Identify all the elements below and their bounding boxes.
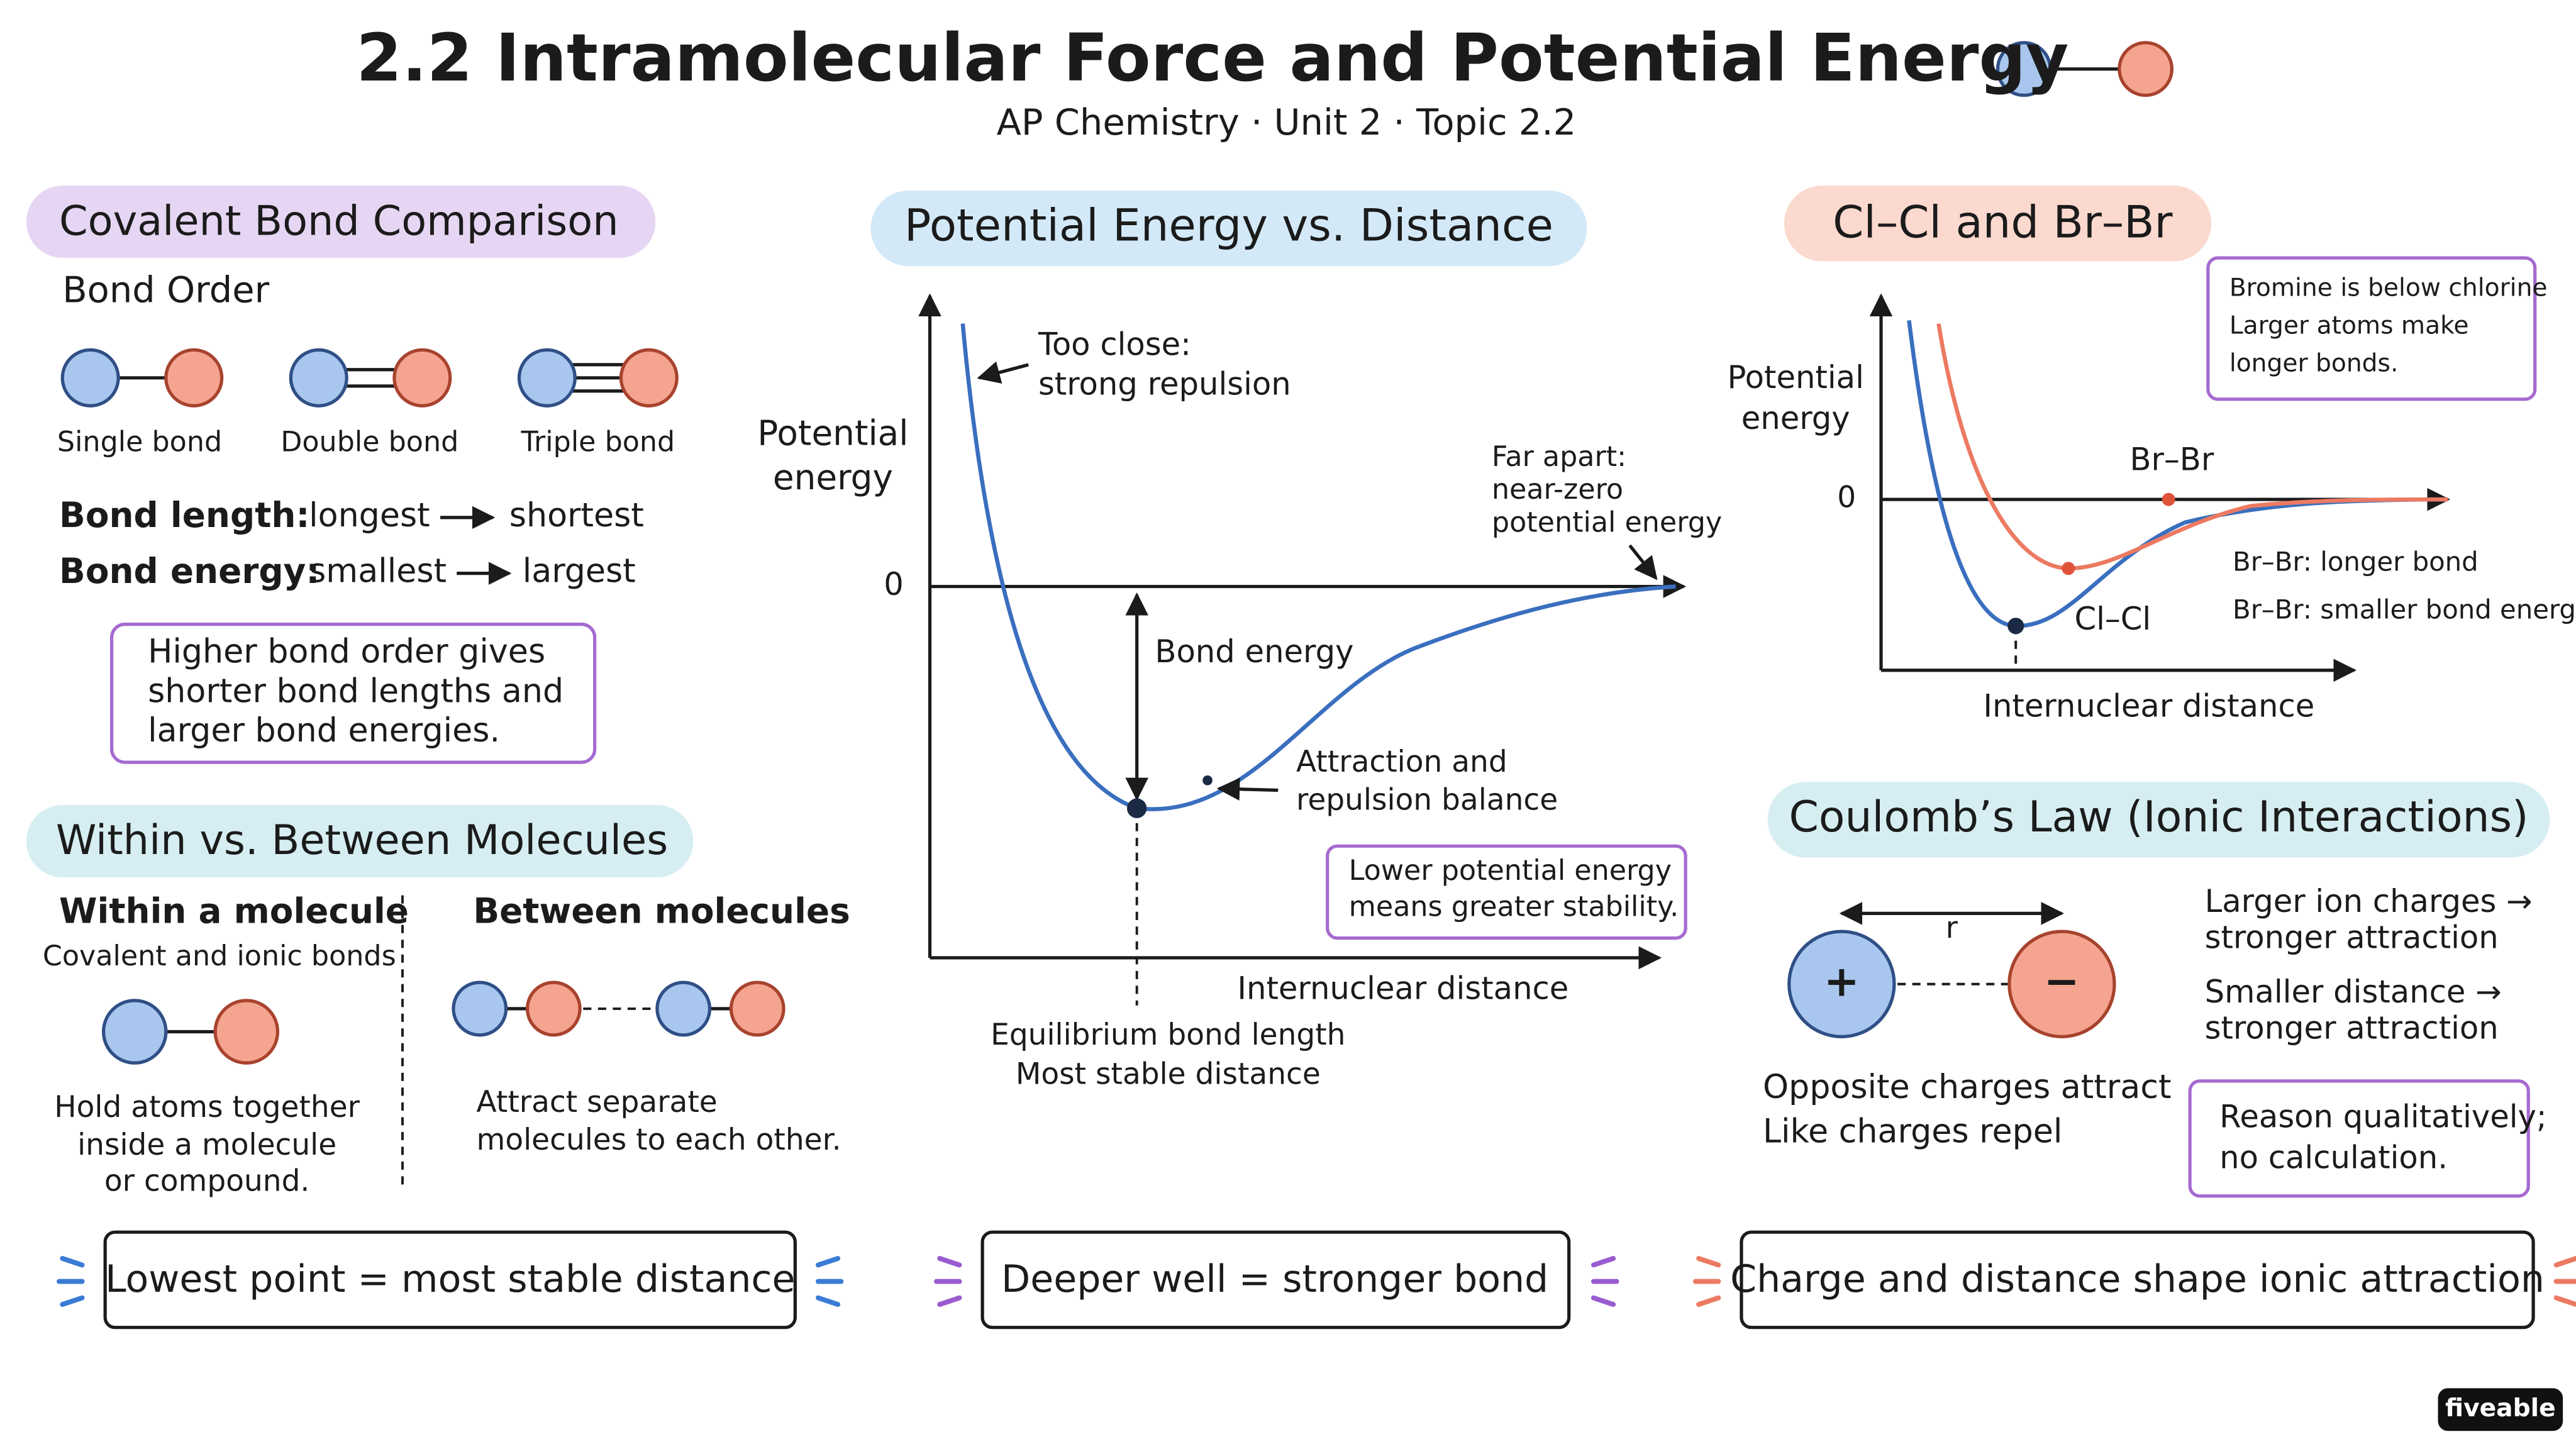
column-text: Hold atoms together [54, 1090, 360, 1124]
rule-text: stronger attraction [2205, 1009, 2499, 1046]
row-from: smallest [309, 553, 447, 591]
footer-banner-text: Deeper well = stronger bond [1001, 1257, 1548, 1301]
axis-label: Potential [1727, 359, 1863, 396]
bond-label: Triple bond [520, 426, 675, 458]
note-text: Bromine is below chlorine [2229, 274, 2548, 302]
axis-label: energy [773, 457, 893, 497]
halogen-plot [1869, 256, 2537, 682]
note-text: means greater stability. [1349, 891, 1679, 923]
bond-label: Single bond [57, 426, 222, 458]
charge-text: Like charges repel [1763, 1113, 2063, 1150]
annotation: Attraction and [1296, 745, 1507, 779]
rule-text: Larger ion charges → [2205, 883, 2533, 919]
annotation: Most stable distance [1016, 1057, 1321, 1092]
heading-pill [26, 805, 694, 877]
column-title: Within a molecule [59, 891, 409, 931]
annotation: Too close: [1038, 326, 1191, 363]
column-text: or compound. [104, 1163, 309, 1198]
section-heading: Within vs. Between Molecules [56, 816, 668, 864]
heading-pill [26, 186, 656, 258]
rule-text: Smaller distance → [2205, 974, 2502, 1010]
curve-label: Cl–Cl [2074, 601, 2151, 637]
row-to: largest [523, 553, 636, 591]
section-heading: Potential Energy vs. Distance [904, 200, 1553, 252]
column-subtitle: Covalent and ionic bonds [43, 940, 396, 972]
column-text: Attract separate [477, 1085, 718, 1119]
footer-banner-text: Charge and distance shape ionic attracti… [1730, 1257, 2545, 1301]
note-text: Lower potential energy [1349, 855, 1672, 887]
annotation: potential energy [1492, 506, 1722, 538]
distance-label: r [1946, 911, 1958, 945]
pe-plot [918, 293, 1687, 1006]
column-text: inside a molecule [77, 1128, 336, 1162]
footer-banner-text: Lowest point = most stable distance [105, 1257, 795, 1301]
fact: Br–Br: smaller bond energy [2233, 594, 2576, 625]
logo-badge [2438, 1388, 2563, 1431]
annotation: Bond energy [1155, 633, 1353, 670]
annotation: near-zero [1492, 474, 1623, 506]
charge-text: Opposite charges attract [1763, 1069, 2172, 1106]
annotation: strong repulsion [1038, 365, 1291, 402]
charge-sign: − [2044, 957, 2080, 1006]
column-title: Between molecules [473, 891, 850, 931]
note-text: Reason qualitatively; [2219, 1098, 2546, 1135]
title: 2.2 Intramolecular Force and Potential E… [356, 19, 2068, 96]
title-icon [1996, 41, 2174, 97]
bond-icons [60, 348, 679, 408]
note-text: shorter bond lengths and [148, 672, 564, 710]
annotation: Far apart: [1492, 441, 1626, 473]
note-text: Higher bond order gives [148, 633, 545, 671]
column-text: molecules to each other. [477, 1123, 841, 1157]
rule-text: stronger attraction [2205, 919, 2499, 956]
note-text: Larger atoms make [2229, 311, 2469, 340]
fact: Br–Br: longer bond [2233, 547, 2479, 577]
section-heading: Covalent Bond Comparison [59, 197, 619, 245]
subheading: Bond Order [62, 269, 269, 311]
section-heading: Coulomb’s Law (Ionic Interactions) [1789, 792, 2529, 842]
note-text: longer bonds. [2229, 349, 2399, 377]
axis-label: Internuclear distance [1237, 970, 1568, 1007]
annotation: Equilibrium bond length [991, 1018, 1345, 1052]
note-text: no calculation. [2219, 1140, 2448, 1176]
section-heading: Cl–Cl and Br–Br [1833, 196, 2172, 248]
axis-label: energy [1741, 400, 1850, 436]
bond-label: Double bond [280, 426, 458, 458]
coulomb-diagram [1787, 902, 2530, 1198]
axis-label: Potential [757, 413, 908, 453]
row-to: shortest [509, 497, 644, 535]
subtitle: AP Chemistry · Unit 2 · Topic 2.2 [997, 101, 1577, 143]
heading-pill [1784, 186, 2212, 262]
zero-label: 0 [884, 566, 904, 602]
zero-label: 0 [1837, 480, 1856, 515]
molecule-icons [101, 895, 786, 1187]
curve-label: Br–Br [2130, 441, 2214, 478]
footer-banners [57, 1230, 2576, 1330]
note-text: larger bond energies. [148, 712, 500, 750]
logo: fiveable [2445, 1394, 2556, 1423]
charge-sign: + [1824, 957, 1860, 1006]
note-box [110, 623, 597, 764]
row-label: Bond length: [59, 495, 309, 535]
axis-label: Internuclear distance [1983, 687, 2314, 724]
annotation: repulsion balance [1296, 782, 1558, 817]
row-label: Bond energy: [59, 551, 319, 591]
heading-pill [1767, 782, 2550, 858]
heading-pill [870, 191, 1587, 267]
row-from: longest [309, 497, 430, 535]
